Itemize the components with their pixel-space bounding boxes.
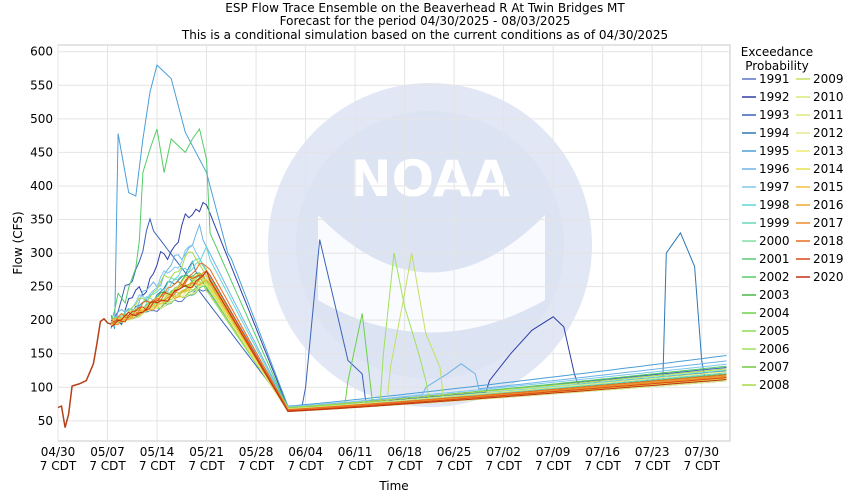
legend-label-2012: 2012: [813, 126, 844, 140]
legend-label-1991: 1991: [759, 72, 790, 86]
legend-label-2011: 2011: [813, 108, 844, 122]
x-tick-tz: 7 CDT: [436, 459, 473, 473]
legend-title: Exceedance: [741, 45, 813, 59]
legend-label-2020: 2020: [813, 270, 844, 284]
x-tick-tz: 7 CDT: [238, 459, 275, 473]
x-tick-date: 07/23: [635, 445, 670, 459]
x-tick-tz: 7 CDT: [188, 459, 225, 473]
x-tick-tz: 7 CDT: [386, 459, 423, 473]
legend-label-2008: 2008: [759, 378, 790, 392]
legend-label-2004: 2004: [759, 306, 790, 320]
legend-label-2006: 2006: [759, 342, 790, 356]
noaa-watermark: NOAA: [268, 83, 592, 407]
x-tick-tz: 7 CDT: [684, 459, 721, 473]
y-tick-label: 100: [30, 380, 53, 394]
legend-label-2019: 2019: [813, 252, 844, 266]
legend-label-1995: 1995: [759, 144, 790, 158]
x-tick-tz: 7 CDT: [584, 459, 621, 473]
chart-subtitle: Forecast for the period 04/30/2025 - 08/…: [280, 14, 571, 28]
x-tick-tz: 7 CDT: [287, 459, 324, 473]
x-tick-date: 05/21: [189, 445, 224, 459]
legend-label-1999: 1999: [759, 216, 790, 230]
legend-label-1998: 1998: [759, 198, 790, 212]
grid-lines: [57, 45, 730, 441]
y-axis-label: Flow (CFS): [11, 211, 25, 274]
x-tick-date: 04/30: [41, 445, 76, 459]
x-tick-date: 07/16: [585, 445, 620, 459]
legend-label-1997: 1997: [759, 180, 790, 194]
chart-subtitle-2: This is a conditional simulation based o…: [181, 28, 668, 42]
series-line-2020: [110, 269, 727, 413]
x-tick-date: 07/09: [536, 445, 571, 459]
x-tick-tz: 7 CDT: [89, 459, 126, 473]
legend-label-2000: 2000: [759, 234, 790, 248]
chart-title: ESP Flow Trace Ensemble on the Beaverhea…: [225, 1, 625, 15]
legend-label-2015: 2015: [813, 180, 844, 194]
series-line-1997: [110, 244, 727, 408]
x-tick-tz: 7 CDT: [535, 459, 572, 473]
y-axis: 50 100 150 200 250 300 350 400 450 500 550 600: [30, 45, 53, 428]
y-tick-label: 50: [38, 414, 53, 428]
legend-label-1994: 1994: [759, 126, 790, 140]
legend-label-2018: 2018: [813, 234, 844, 248]
observed-line-group: [57, 317, 112, 428]
legend-label-2010: 2010: [813, 90, 844, 104]
x-tick-date: 07/02: [486, 445, 521, 459]
x-tick-tz: 7 CDT: [485, 459, 522, 473]
series-line-1993: [110, 217, 727, 408]
y-tick-label: 200: [30, 313, 53, 327]
x-tick-date: 06/25: [437, 445, 472, 459]
series-lines: [110, 64, 727, 413]
legend-label-2001: 2001: [759, 252, 790, 266]
y-tick-label: 600: [30, 45, 53, 59]
legend-label-2016: 2016: [813, 198, 844, 212]
y-tick-label: 500: [30, 112, 53, 126]
x-tick-date: 05/28: [239, 445, 274, 459]
x-tick-tz: 7 CDT: [337, 459, 374, 473]
legend-label-2017: 2017: [813, 216, 844, 230]
legend-label-2014: 2014: [813, 162, 844, 176]
observed-line: [57, 317, 112, 428]
legend-label-2007: 2007: [759, 360, 790, 374]
noaa-watermark-text: NOAA: [350, 150, 511, 208]
y-tick-label: 400: [30, 179, 53, 193]
x-tick-date: 05/07: [90, 445, 125, 459]
x-tick-tz: 7 CDT: [634, 459, 671, 473]
y-tick-label: 250: [30, 280, 53, 294]
legend: Exceedance Probability 1991 1992 1993 1994 1…: [741, 45, 844, 392]
y-tick-label: 550: [30, 78, 53, 92]
legend-label-2005: 2005: [759, 324, 790, 338]
x-tick-date: 06/11: [338, 445, 373, 459]
series-line-2008: [110, 251, 727, 408]
y-tick-label: 300: [30, 246, 53, 260]
x-tick-date: 06/18: [387, 445, 422, 459]
x-tick-tz: 7 CDT: [139, 459, 176, 473]
legend-label-2013: 2013: [813, 144, 844, 158]
legend-label-2003: 2003: [759, 288, 790, 302]
legend-label-1992: 1992: [759, 90, 790, 104]
y-tick-label: 150: [30, 347, 53, 361]
x-tick-date: 05/14: [140, 445, 175, 459]
series-line-1995: [110, 64, 727, 407]
series-line-2018: [110, 263, 727, 411]
legend-title-line-2: Probability: [745, 59, 808, 73]
legend-label-1996: 1996: [759, 162, 790, 176]
x-tick-date: 06/04: [288, 445, 323, 459]
y-tick-label: 350: [30, 213, 53, 227]
x-tick-tz: 7 CDT: [40, 459, 77, 473]
legend-label-2009: 2009: [813, 72, 844, 86]
y-tick-label: 450: [30, 145, 53, 159]
x-axis-label: Time: [378, 479, 408, 493]
legend-label-2002: 2002: [759, 270, 790, 284]
legend-label-1993: 1993: [759, 108, 790, 122]
x-tick-date: 07/30: [684, 445, 719, 459]
